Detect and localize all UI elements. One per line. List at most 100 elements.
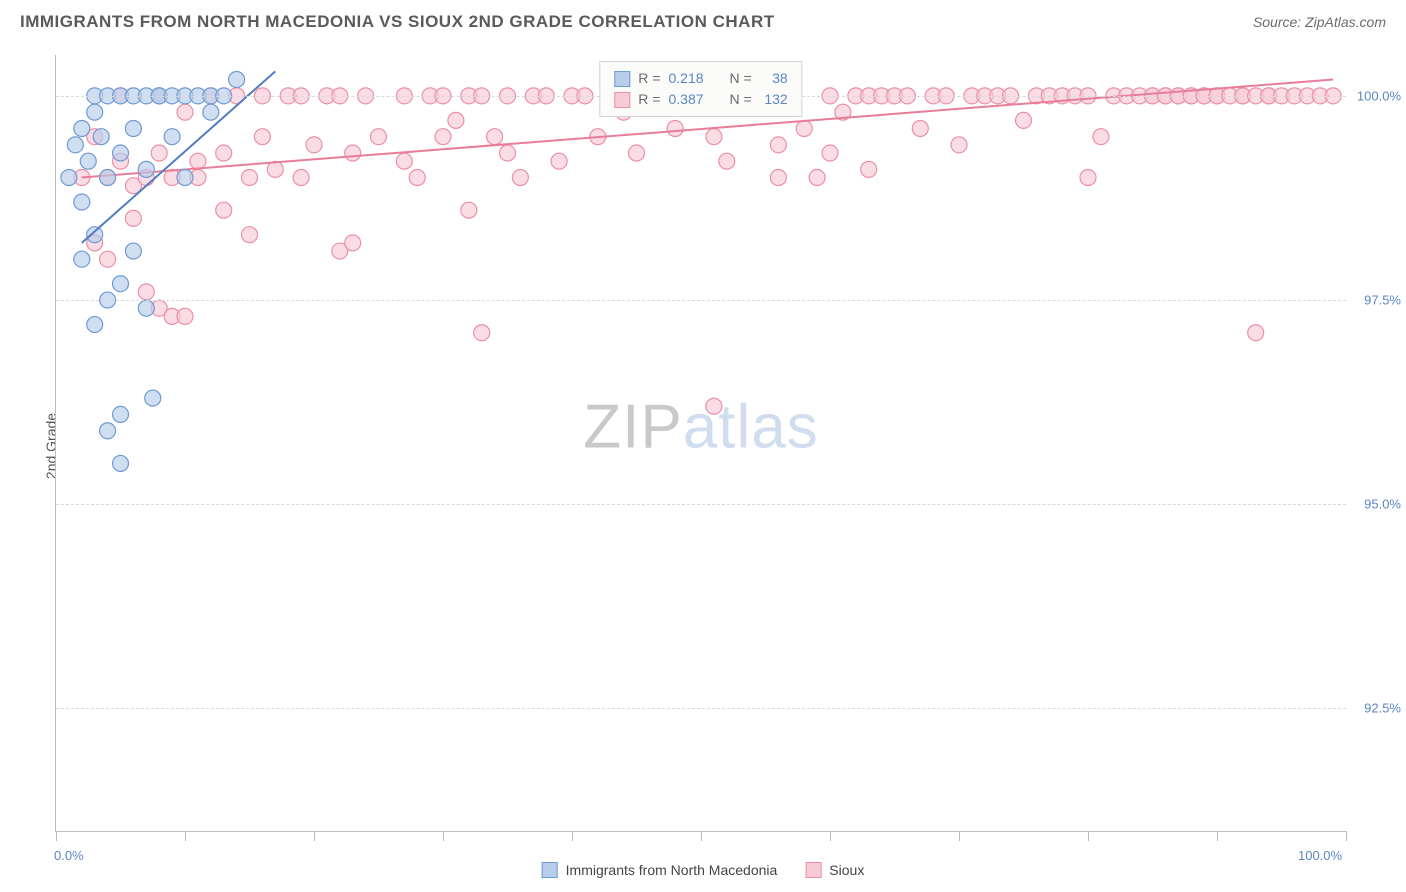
- legend-item-blue: Immigrants from North Macedonia: [542, 862, 778, 878]
- scatter-point: [293, 170, 309, 186]
- scatter-point: [809, 170, 825, 186]
- scatter-point: [487, 129, 503, 145]
- scatter-point: [229, 72, 245, 88]
- scatter-point: [500, 145, 516, 161]
- scatter-point: [177, 170, 193, 186]
- scatter-point: [216, 145, 232, 161]
- scatter-point: [1248, 325, 1264, 341]
- ytick-label: 92.5%: [1364, 701, 1401, 716]
- scatter-point: [551, 153, 567, 169]
- scatter-point: [474, 325, 490, 341]
- scatter-point: [345, 235, 361, 251]
- r-label: R =: [638, 68, 660, 89]
- scatter-point: [435, 129, 451, 145]
- r-value-blue: 0.218: [668, 68, 703, 89]
- scatter-point: [512, 170, 528, 186]
- scatter-point: [113, 276, 129, 292]
- swatch-pink: [614, 92, 630, 108]
- n-value-blue: 38: [760, 68, 788, 89]
- plot-area: ZIPatlas R = 0.218 N = 38 R = 0.387 N = …: [55, 55, 1346, 832]
- scatter-point: [125, 243, 141, 259]
- n-label-2: N =: [730, 89, 752, 110]
- scatter-point: [138, 300, 154, 316]
- scatter-point: [113, 406, 129, 422]
- scatter-point: [1093, 129, 1109, 145]
- xtick: [56, 831, 57, 841]
- scatter-point: [74, 251, 90, 267]
- scatter-point: [80, 153, 96, 169]
- legend-item-pink: Sioux: [805, 862, 864, 878]
- chart-svg: [56, 55, 1346, 831]
- xtick: [1217, 831, 1218, 841]
- n-value-pink: 132: [760, 89, 788, 110]
- grid-line: [56, 708, 1346, 709]
- scatter-point: [113, 455, 129, 471]
- scatter-point: [345, 145, 361, 161]
- scatter-point: [138, 284, 154, 300]
- series-legend: Immigrants from North Macedonia Sioux: [542, 862, 865, 878]
- xtick: [701, 831, 702, 841]
- source-credit: Source: ZipAtlas.com: [1253, 14, 1386, 30]
- scatter-point: [100, 251, 116, 267]
- xtick: [443, 831, 444, 841]
- grid-line: [56, 300, 1346, 301]
- scatter-point: [629, 145, 645, 161]
- scatter-point: [87, 227, 103, 243]
- scatter-point: [113, 145, 129, 161]
- scatter-point: [216, 202, 232, 218]
- ytick-label: 100.0%: [1357, 88, 1401, 103]
- scatter-point: [190, 153, 206, 169]
- scatter-point: [306, 137, 322, 153]
- xtick-label: 0.0%: [54, 848, 84, 863]
- xtick: [830, 831, 831, 841]
- xtick: [572, 831, 573, 841]
- scatter-point: [203, 104, 219, 120]
- scatter-point: [706, 129, 722, 145]
- scatter-point: [409, 170, 425, 186]
- scatter-point: [448, 112, 464, 128]
- scatter-point: [87, 104, 103, 120]
- scatter-point: [125, 210, 141, 226]
- scatter-point: [242, 227, 258, 243]
- chart-title: IMMIGRANTS FROM NORTH MACEDONIA VS SIOUX…: [20, 12, 775, 32]
- scatter-point: [1016, 112, 1032, 128]
- stats-row-blue: R = 0.218 N = 38: [614, 68, 787, 89]
- scatter-point: [74, 121, 90, 137]
- chart-container: ZIPatlas R = 0.218 N = 38 R = 0.387 N = …: [55, 55, 1346, 832]
- scatter-point: [461, 202, 477, 218]
- r-label-2: R =: [638, 89, 660, 110]
- xtick: [185, 831, 186, 841]
- swatch-blue-2: [542, 862, 558, 878]
- swatch-pink-2: [805, 862, 821, 878]
- scatter-point: [667, 121, 683, 137]
- scatter-point: [770, 137, 786, 153]
- scatter-point: [254, 129, 270, 145]
- scatter-point: [145, 390, 161, 406]
- xtick: [314, 831, 315, 841]
- scatter-point: [242, 170, 258, 186]
- scatter-point: [796, 121, 812, 137]
- scatter-point: [61, 170, 77, 186]
- ytick-label: 95.0%: [1364, 497, 1401, 512]
- scatter-point: [912, 121, 928, 137]
- scatter-point: [1080, 170, 1096, 186]
- xtick: [1346, 831, 1347, 841]
- swatch-blue: [614, 71, 630, 87]
- scatter-point: [74, 194, 90, 210]
- stats-row-pink: R = 0.387 N = 132: [614, 89, 787, 110]
- r-value-pink: 0.387: [668, 89, 703, 110]
- grid-line: [56, 504, 1346, 505]
- scatter-point: [371, 129, 387, 145]
- scatter-point: [100, 423, 116, 439]
- scatter-point: [125, 121, 141, 137]
- scatter-point: [861, 161, 877, 177]
- scatter-point: [151, 145, 167, 161]
- scatter-point: [719, 153, 735, 169]
- scatter-point: [177, 308, 193, 324]
- scatter-point: [177, 104, 193, 120]
- stats-legend: R = 0.218 N = 38 R = 0.387 N = 132: [599, 61, 802, 117]
- xtick: [959, 831, 960, 841]
- scatter-point: [396, 153, 412, 169]
- scatter-point: [100, 170, 116, 186]
- scatter-point: [164, 129, 180, 145]
